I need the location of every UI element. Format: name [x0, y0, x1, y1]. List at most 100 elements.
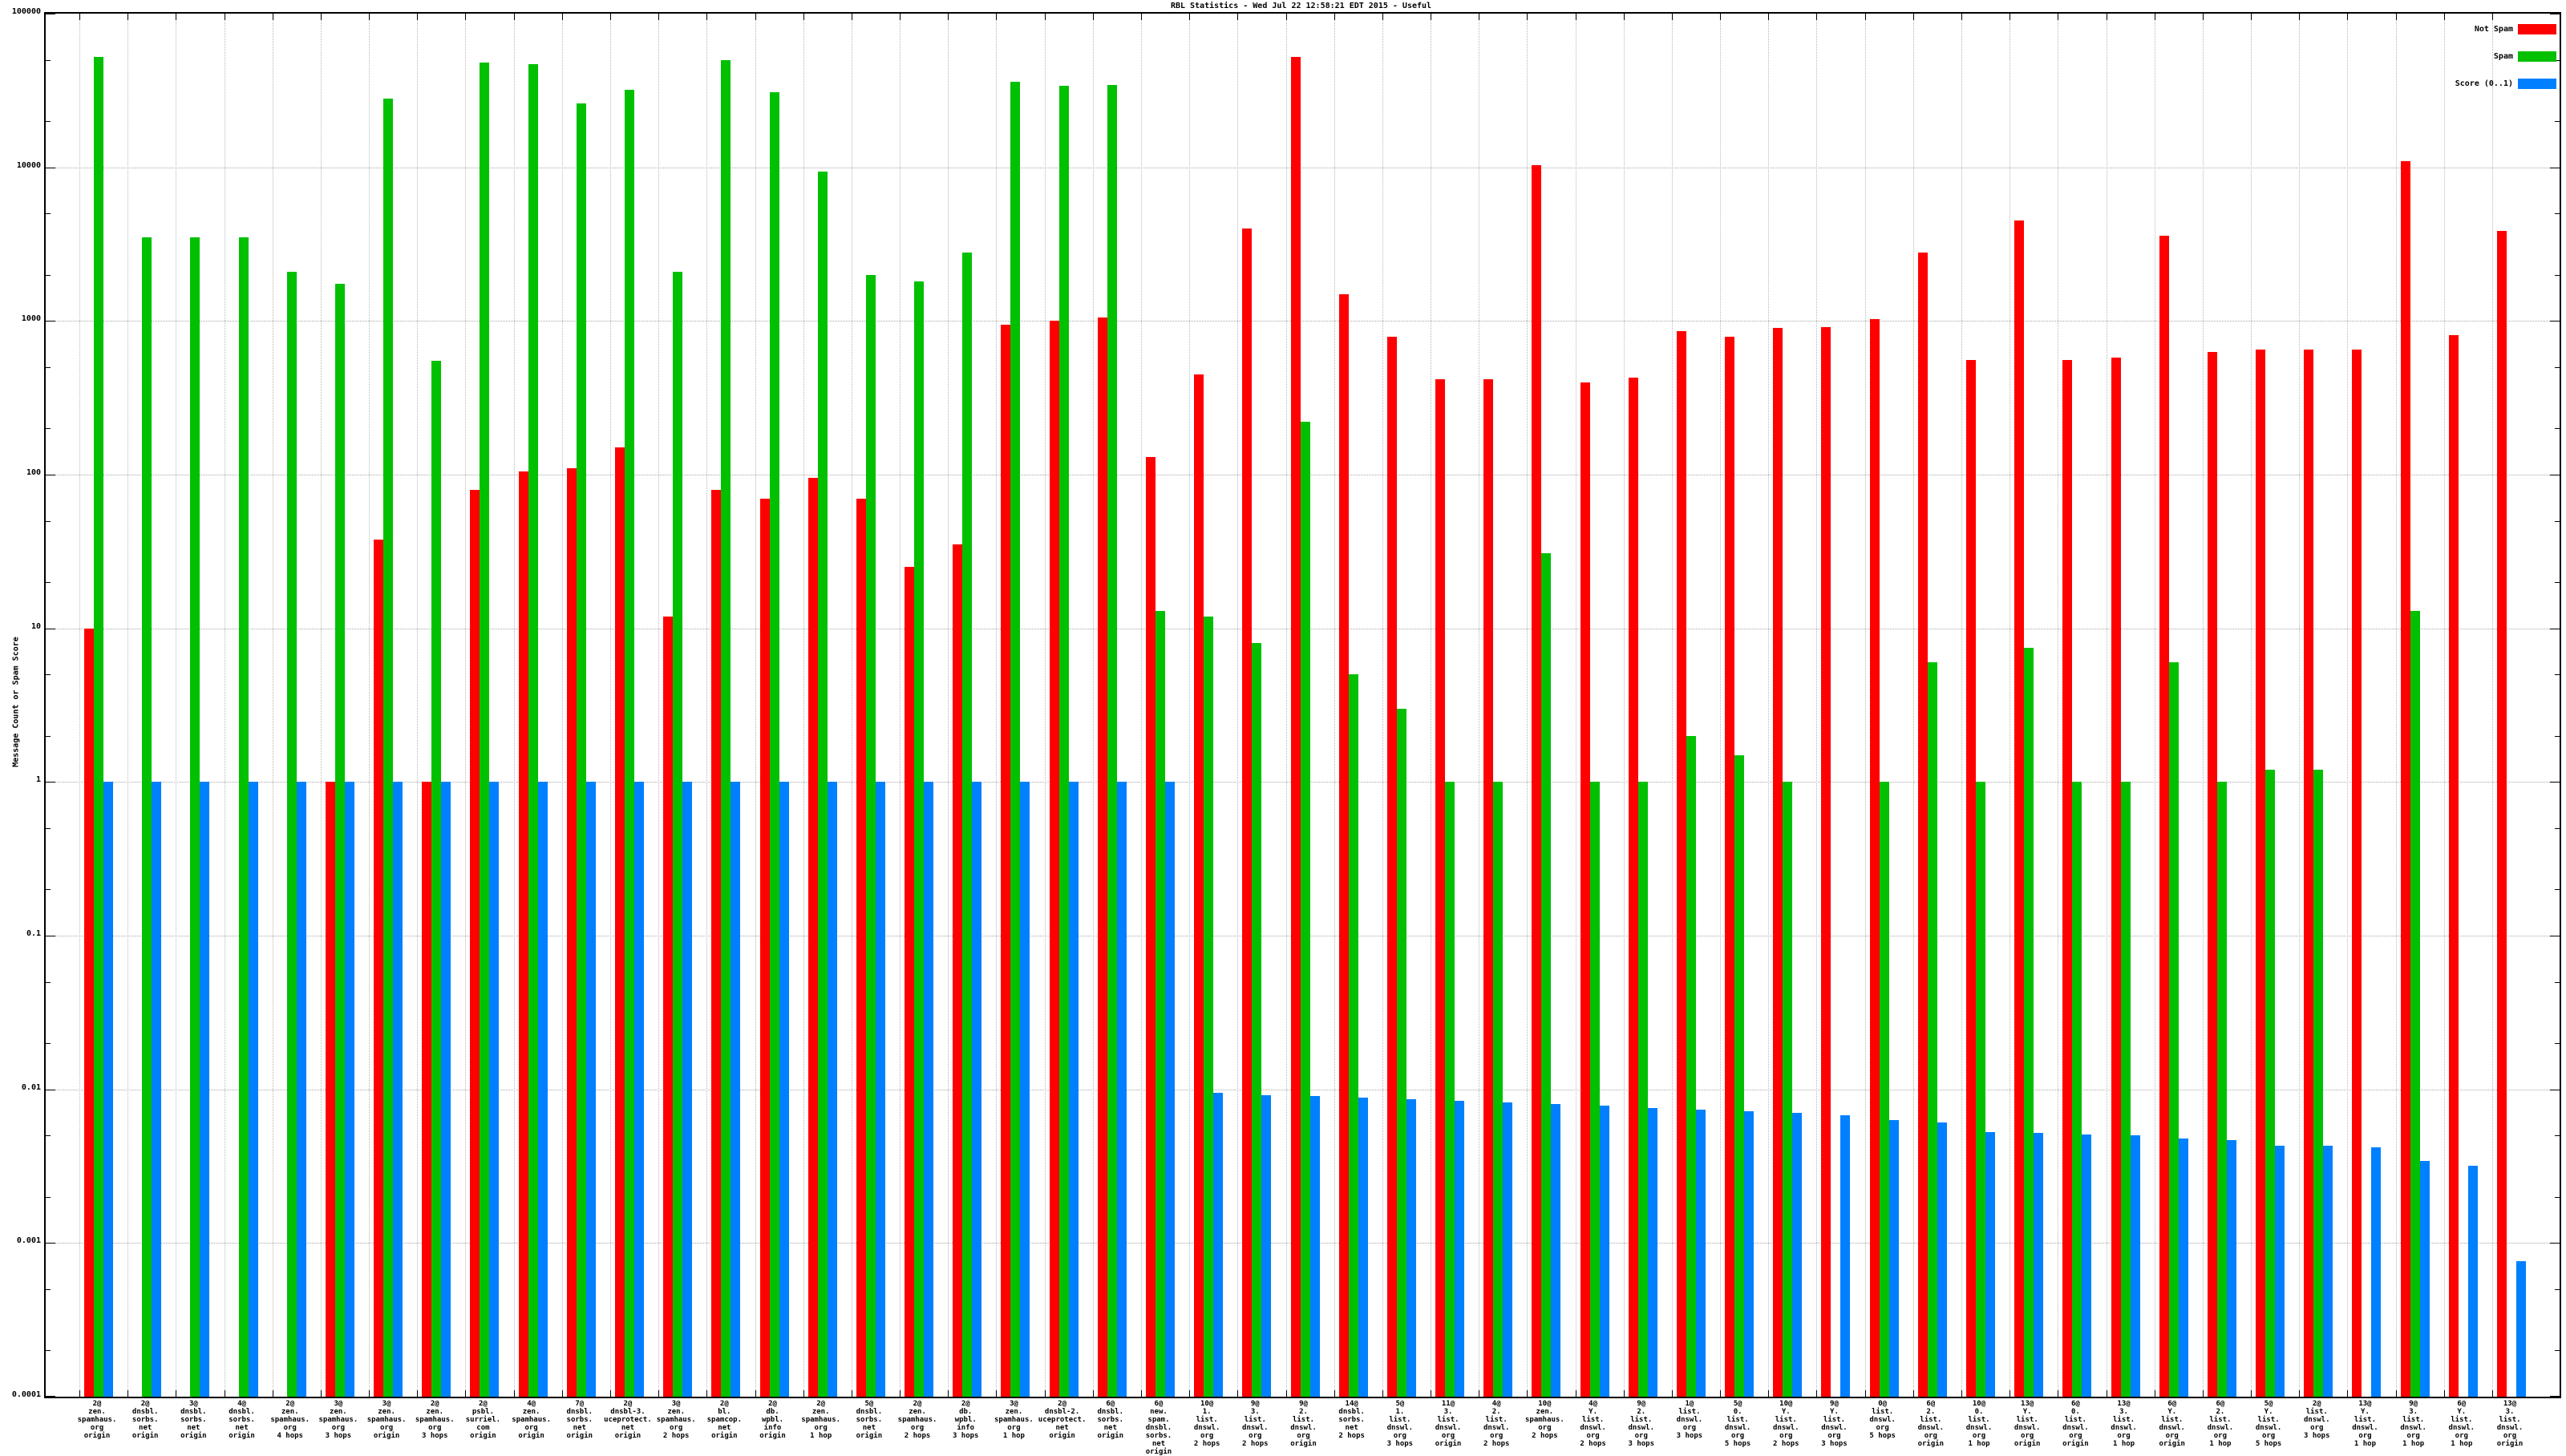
vertical-gridline — [1382, 14, 1383, 1397]
x-tick-bottom — [2251, 1390, 2252, 1397]
legend-swatch-spam — [2518, 51, 2556, 62]
bar-score-0-1 — [633, 782, 644, 1397]
x-tick-bottom — [1912, 1390, 1914, 1397]
bar-score-0-1 — [152, 782, 162, 1397]
x-tick-bottom — [1623, 1390, 1625, 1397]
y-tick — [2555, 1196, 2560, 1198]
x-tick-bottom — [1961, 1390, 1963, 1397]
legend-row: Score (0..1) — [2351, 79, 2560, 90]
x-tick-bottom — [609, 1390, 611, 1397]
vertical-gridline — [900, 14, 901, 1397]
vertical-gridline — [1912, 14, 1914, 1397]
bar-not-spam — [518, 471, 528, 1397]
y-tick — [2555, 889, 2560, 891]
bar-not-spam — [1532, 165, 1542, 1397]
bar-not-spam — [856, 498, 866, 1397]
bar-score-0-1 — [344, 782, 354, 1397]
y-tick — [46, 1196, 51, 1198]
x-category-label: 7@ dnsbl. sorbs. net origin — [566, 1400, 593, 1440]
bar-not-spam — [905, 567, 915, 1397]
x-tick-top — [561, 14, 563, 20]
y-tick — [46, 1289, 51, 1291]
bar-not-spam — [1869, 318, 1880, 1397]
bar-not-spam — [1966, 359, 1977, 1397]
bar-score-0-1 — [1792, 1113, 1803, 1397]
bar-spam — [528, 63, 538, 1397]
y-tick-label: 0.01 — [21, 1082, 41, 1092]
x-tick-top — [79, 14, 80, 20]
bar-spam — [914, 281, 925, 1397]
x-category-label: 0@ list. dnswl. org 5 hops — [1869, 1400, 1896, 1440]
x-tick-top — [1092, 14, 1094, 20]
bar-score-0-1 — [1744, 1111, 1755, 1397]
y-tick — [46, 889, 51, 891]
y-tick — [2555, 274, 2560, 276]
x-tick-top — [1864, 14, 1866, 20]
bar-score-0-1 — [1455, 1101, 1465, 1397]
x-category-label: 2@ db. wpbl. info 3 hops — [952, 1400, 979, 1440]
bar-not-spam — [2448, 334, 2459, 1397]
bar-score-0-1 — [1647, 1107, 1657, 1397]
vertical-gridline — [996, 14, 998, 1397]
bar-score-0-1 — [1261, 1094, 1272, 1397]
legend-row: Spam — [2351, 51, 2560, 63]
plot-area — [44, 12, 2561, 1398]
bar-spam — [431, 361, 442, 1397]
bar-not-spam — [1145, 457, 1156, 1397]
bar-score-0-1 — [585, 782, 596, 1397]
x-tick-bottom — [1864, 1390, 1866, 1397]
x-tick-bottom — [658, 1390, 660, 1397]
bar-spam — [2072, 782, 2082, 1397]
x-tick-bottom — [1237, 1390, 1239, 1397]
y-tick — [46, 367, 51, 369]
legend-row: Not Spam — [2351, 24, 2560, 35]
x-tick-bottom — [465, 1390, 467, 1397]
y-tick — [2555, 735, 2560, 737]
bar-not-spam — [374, 539, 384, 1397]
bar-score-0-1 — [489, 782, 500, 1397]
vertical-gridline — [79, 14, 80, 1397]
y-tick — [46, 321, 55, 322]
x-tick-top — [1768, 14, 1770, 20]
bar-not-spam — [2352, 349, 2362, 1397]
vertical-gridline — [1961, 14, 1963, 1397]
x-tick-top — [1527, 14, 1528, 20]
vertical-gridline — [320, 14, 322, 1397]
bar-spam — [1493, 782, 1504, 1397]
bar-spam — [238, 237, 249, 1397]
y-tick — [2555, 828, 2560, 830]
bar-spam — [1445, 782, 1455, 1397]
x-category-label: 3@ dnsbl. sorbs. net origin — [180, 1400, 207, 1440]
bar-not-spam — [1435, 378, 1446, 1397]
bar-not-spam — [1049, 321, 1059, 1397]
bar-spam — [769, 91, 779, 1397]
x-tick-top — [513, 14, 515, 20]
x-tick-top — [465, 14, 467, 20]
vertical-gridline — [417, 14, 419, 1397]
bar-score-0-1 — [103, 782, 113, 1397]
x-tick-bottom — [2395, 1390, 2397, 1397]
x-tick-top — [2347, 14, 2349, 20]
bar-spam — [721, 59, 731, 1397]
x-tick-bottom — [900, 1390, 901, 1397]
vertical-gridline — [1671, 14, 1673, 1397]
vertical-gridline — [658, 14, 660, 1397]
bar-spam — [1204, 616, 1214, 1397]
bar-score-0-1 — [1406, 1099, 1416, 1397]
x-tick-bottom — [1527, 1390, 1528, 1397]
x-category-label: 3@ zen. spamhaus. org 3 hops — [318, 1400, 358, 1440]
x-tick-top — [1671, 14, 1673, 20]
y-tick — [46, 1396, 55, 1397]
bar-score-0-1 — [393, 782, 403, 1397]
x-tick-top — [1237, 14, 1239, 20]
y-tick — [2555, 1135, 2560, 1137]
vertical-gridline — [369, 14, 370, 1397]
y-tick — [46, 782, 55, 783]
y-tick — [46, 1243, 55, 1244]
vertical-gridline — [1623, 14, 1625, 1397]
bar-not-spam — [711, 489, 722, 1397]
bar-not-spam — [1725, 336, 1735, 1397]
bar-score-0-1 — [2516, 1261, 2526, 1397]
bar-not-spam — [1628, 377, 1638, 1397]
bar-not-spam — [2062, 359, 2073, 1397]
